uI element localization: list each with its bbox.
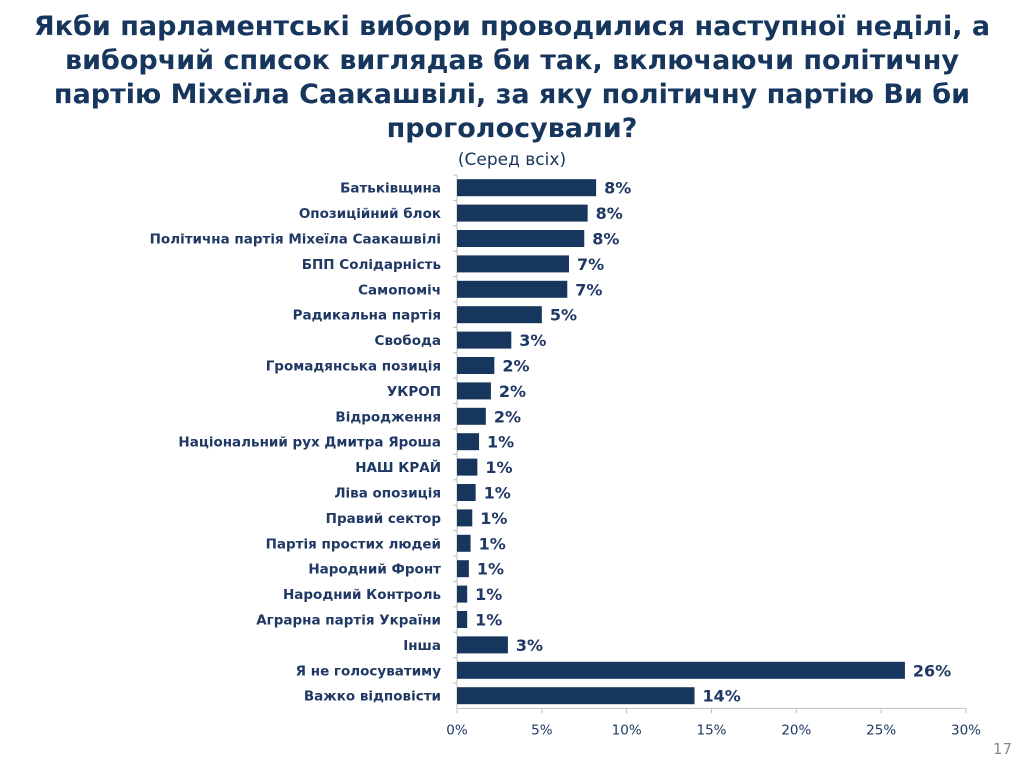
data-label: 8% [592, 230, 619, 249]
category-label: БПП Солідарність [302, 257, 441, 273]
category-label: Свобода [375, 333, 441, 349]
category-label: НАШ КРАЙ [355, 459, 441, 476]
data-label: 1% [484, 484, 511, 503]
data-label: 1% [487, 433, 514, 452]
category-label: Партія простих людей [266, 536, 441, 552]
data-label: 2% [494, 407, 521, 426]
category-label: Я не голосуватиму [296, 663, 442, 679]
bar [457, 357, 495, 374]
title-bold-part: включаючи політичну партію Міхеїла Саака… [53, 45, 959, 110]
category-label: Народний Фронт [308, 562, 441, 578]
bar [457, 230, 585, 247]
data-label: 8% [604, 179, 631, 198]
data-label: 3% [516, 636, 543, 655]
category-label: Народний Контроль [283, 587, 441, 603]
bar [457, 280, 568, 298]
data-label: 1% [475, 611, 502, 630]
data-label: 5% [550, 306, 577, 325]
bar [457, 255, 569, 273]
data-label: 1% [480, 509, 507, 528]
data-label: 7% [575, 280, 602, 299]
x-tick-label: 5% [531, 722, 553, 738]
bar [457, 458, 478, 476]
x-tick-label: 0% [446, 722, 468, 738]
data-label: 3% [519, 331, 546, 350]
x-tick-label: 10% [612, 722, 642, 738]
bar [457, 179, 597, 197]
data-label: 1% [485, 458, 512, 477]
bar [457, 560, 469, 578]
title-part-2: , за яку політичну партію Ви би проголос… [386, 79, 971, 144]
bar [457, 636, 508, 654]
page-number: 17 [992, 740, 1012, 758]
category-label: УКРОП [387, 384, 441, 400]
x-tick-label: 15% [696, 722, 726, 738]
bar [457, 661, 905, 679]
data-label: 2% [499, 382, 526, 401]
category-label: Громадянська позиція [266, 359, 441, 375]
data-label: 1% [477, 560, 504, 579]
bar [457, 611, 468, 628]
category-label: Відродження [335, 409, 441, 425]
bar [457, 484, 476, 501]
data-label: 7% [577, 255, 604, 274]
data-label: 2% [502, 357, 529, 376]
bar [457, 407, 486, 425]
category-label: Національний рух Дмитра Яроша [178, 435, 441, 451]
category-label: Радикальна партія [293, 308, 441, 324]
bar [457, 306, 542, 324]
bar [457, 204, 588, 222]
bar [457, 433, 480, 451]
bar [457, 534, 471, 552]
data-label: 26% [913, 661, 951, 680]
category-label: Опозиційний блок [299, 206, 441, 222]
x-tick-label: 30% [951, 722, 981, 738]
bar [457, 687, 695, 705]
bar [457, 331, 512, 349]
x-tick-label: 25% [866, 722, 896, 738]
category-label: Самопоміч [358, 282, 441, 298]
category-label: Політична партія Міхеїла Саакашвілі [150, 232, 441, 248]
bar [457, 585, 468, 603]
bar [457, 509, 473, 527]
data-label: 14% [703, 687, 741, 706]
category-label: Батьківщина [340, 181, 441, 197]
chart-title: Якби парламентські вибори проводилися на… [20, 10, 1004, 146]
category-label: Важко відповісти [304, 689, 441, 705]
category-label: Аграрна партія України [256, 613, 441, 629]
data-label: 1% [479, 534, 506, 553]
category-label: Інша [403, 638, 441, 654]
chart-subtitle: (Серед всіх) [457, 150, 567, 170]
title-part-1: Якби парламентські вибори проводилися на… [33, 11, 991, 76]
data-label: 1% [475, 585, 502, 604]
category-label: Правий сектор [326, 511, 442, 527]
x-tick-label: 20% [781, 722, 811, 738]
bar [457, 382, 491, 400]
data-label: 8% [596, 204, 623, 223]
category-label: Ліва опозиція [334, 486, 441, 502]
